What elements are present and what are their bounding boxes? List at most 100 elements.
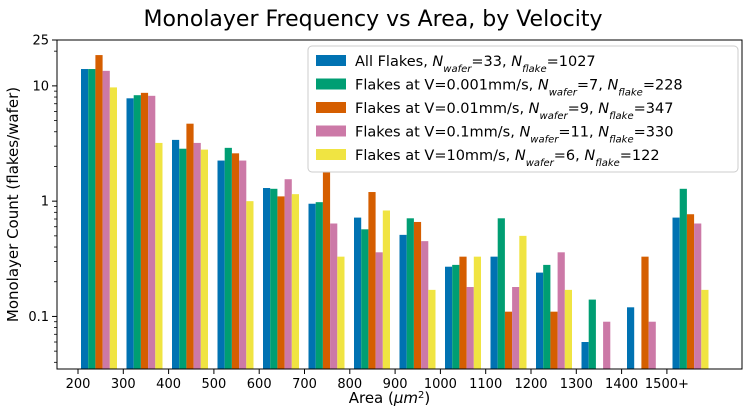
bar-2-5 xyxy=(270,188,278,369)
legend-label-3: Flakes at V=0.01mm/s, Nwafer=9, Nflake=3… xyxy=(355,101,673,122)
bar-4-6 xyxy=(330,223,338,369)
legend-box xyxy=(307,45,739,173)
legend-swatch-4 xyxy=(316,125,346,137)
y-tick-label-1: 0.1 xyxy=(28,310,49,325)
bar-1-10 xyxy=(490,256,498,369)
x-tick-label-9: 1000 xyxy=(424,377,457,392)
x-tick-label-10: 1100 xyxy=(469,377,502,392)
bar-2-12 xyxy=(588,299,596,369)
legend-label-4: Flakes at V=0.1mm/s, Nwafer=11, Nflake=3… xyxy=(355,125,673,146)
bar-5-5 xyxy=(291,194,299,369)
bar-5-3 xyxy=(200,149,208,369)
x-tick-label-7: 800 xyxy=(337,377,362,392)
bar-2-3 xyxy=(179,148,187,369)
bar-2-6 xyxy=(315,202,323,369)
bar-3-6 xyxy=(322,171,331,369)
bar-5-2 xyxy=(155,142,163,369)
x-tick-label-5: 600 xyxy=(247,377,272,392)
bar-2-11 xyxy=(543,264,551,369)
bar-1-3 xyxy=(172,139,180,369)
bar-2-9 xyxy=(452,264,460,369)
legend-swatch-1 xyxy=(316,55,346,66)
x-axis-label-close: ) xyxy=(424,389,430,407)
bar-3-3 xyxy=(186,123,194,370)
bar-1-9 xyxy=(445,266,453,369)
bar-1-14 xyxy=(672,217,680,369)
plot-area xyxy=(81,55,709,370)
x-axis-label: Area (μm2) xyxy=(349,389,431,407)
x-axis-label-unit: μm xyxy=(393,389,418,407)
bar-4-4 xyxy=(239,160,247,369)
x-axis: 200 300 400 500 600 700 800 900 1000 1100 1200 1300… xyxy=(66,369,689,392)
bar-3-5 xyxy=(277,196,285,369)
legend-label-1: All Flakes, Nwafer=33, Nflake=1027 xyxy=(355,54,596,75)
y-tick-label-4: 25 xyxy=(32,34,49,49)
bar-1-13 xyxy=(627,307,635,369)
bar-5-10 xyxy=(519,235,527,369)
bar-4-14 xyxy=(694,223,702,369)
bar-4-12 xyxy=(603,321,611,369)
x-tick-label-6: 700 xyxy=(292,377,317,392)
x-tick-label-3: 400 xyxy=(156,377,181,392)
bar-3-2 xyxy=(140,92,149,369)
bar-1-12 xyxy=(581,342,589,369)
bar-4-1 xyxy=(102,70,110,369)
x-tick-label-8: 900 xyxy=(383,377,408,392)
bar-4-7 xyxy=(375,252,383,369)
bar-1-11 xyxy=(536,272,544,369)
x-tick-label-2: 300 xyxy=(111,377,136,392)
bar-3-13 xyxy=(641,256,649,369)
bar-4-13 xyxy=(648,321,656,369)
bar-2-8 xyxy=(406,218,414,369)
bar-4-8 xyxy=(421,241,429,369)
bar-2-1 xyxy=(88,69,96,369)
bar-4-11 xyxy=(557,252,565,369)
bar-5-4 xyxy=(246,201,254,369)
legend-swatch-5 xyxy=(316,149,346,160)
plot-frame xyxy=(56,39,743,370)
bar-1-1 xyxy=(81,69,89,369)
x-tick-label-12: 1300 xyxy=(560,377,593,392)
y-tick-label-2: 1 xyxy=(41,195,49,210)
bar-3-10 xyxy=(504,311,513,369)
bar-4-10 xyxy=(512,287,520,369)
bar-5-1 xyxy=(109,87,117,370)
x-tick-label-11: 1200 xyxy=(514,377,547,392)
bar-3-1 xyxy=(95,55,103,369)
bar-5-8 xyxy=(428,289,436,369)
bar-3-7 xyxy=(368,192,376,369)
bar-5-9 xyxy=(473,256,481,369)
bar-3-14 xyxy=(686,214,695,369)
bar-1-2 xyxy=(126,98,134,369)
y-axis: 0.1 1 10 25 xyxy=(28,34,57,363)
bar-4-3 xyxy=(193,142,201,369)
y-tick-label-3: 10 xyxy=(32,79,49,94)
bar-2-14 xyxy=(679,188,687,369)
bar-5-11 xyxy=(564,289,572,369)
bar-1-6 xyxy=(308,203,316,369)
legend: All Flakes, Nwafer=33, Nflake=1027 Flakes… xyxy=(307,45,739,173)
bar-1-8 xyxy=(399,234,407,369)
bar-5-14 xyxy=(701,289,709,369)
bar-3-8 xyxy=(413,221,422,369)
bar-3-4 xyxy=(231,153,240,369)
chart-title: Monolayer Frequency vs Area, by Velocity xyxy=(143,7,602,32)
x-tick-label-13: 1400 xyxy=(605,377,638,392)
bar-2-4 xyxy=(224,147,232,369)
bar-4-2 xyxy=(148,95,156,369)
x-tick-label-4: 500 xyxy=(201,377,226,392)
bar-4-5 xyxy=(284,179,292,369)
bar-5-6 xyxy=(337,256,345,369)
bar-1-4 xyxy=(217,160,225,369)
bar-3-9 xyxy=(459,256,467,369)
bar-1-7 xyxy=(354,217,362,369)
bar-3-11 xyxy=(550,311,558,369)
x-tick-label-1: 200 xyxy=(66,377,91,392)
legend-label-5: Flakes at V=10mm/s, Nwafer=6, Nflake=122 xyxy=(355,148,660,169)
x-tick-label-14: 1500+ xyxy=(645,377,689,392)
legend-label-2: Flakes at V=0.001mm/s, Nwafer=7, Nflake=… xyxy=(355,78,683,99)
x-axis-label-exponent: 2 xyxy=(418,390,424,401)
bar-4-9 xyxy=(466,287,474,369)
bar-5-7 xyxy=(382,210,390,369)
